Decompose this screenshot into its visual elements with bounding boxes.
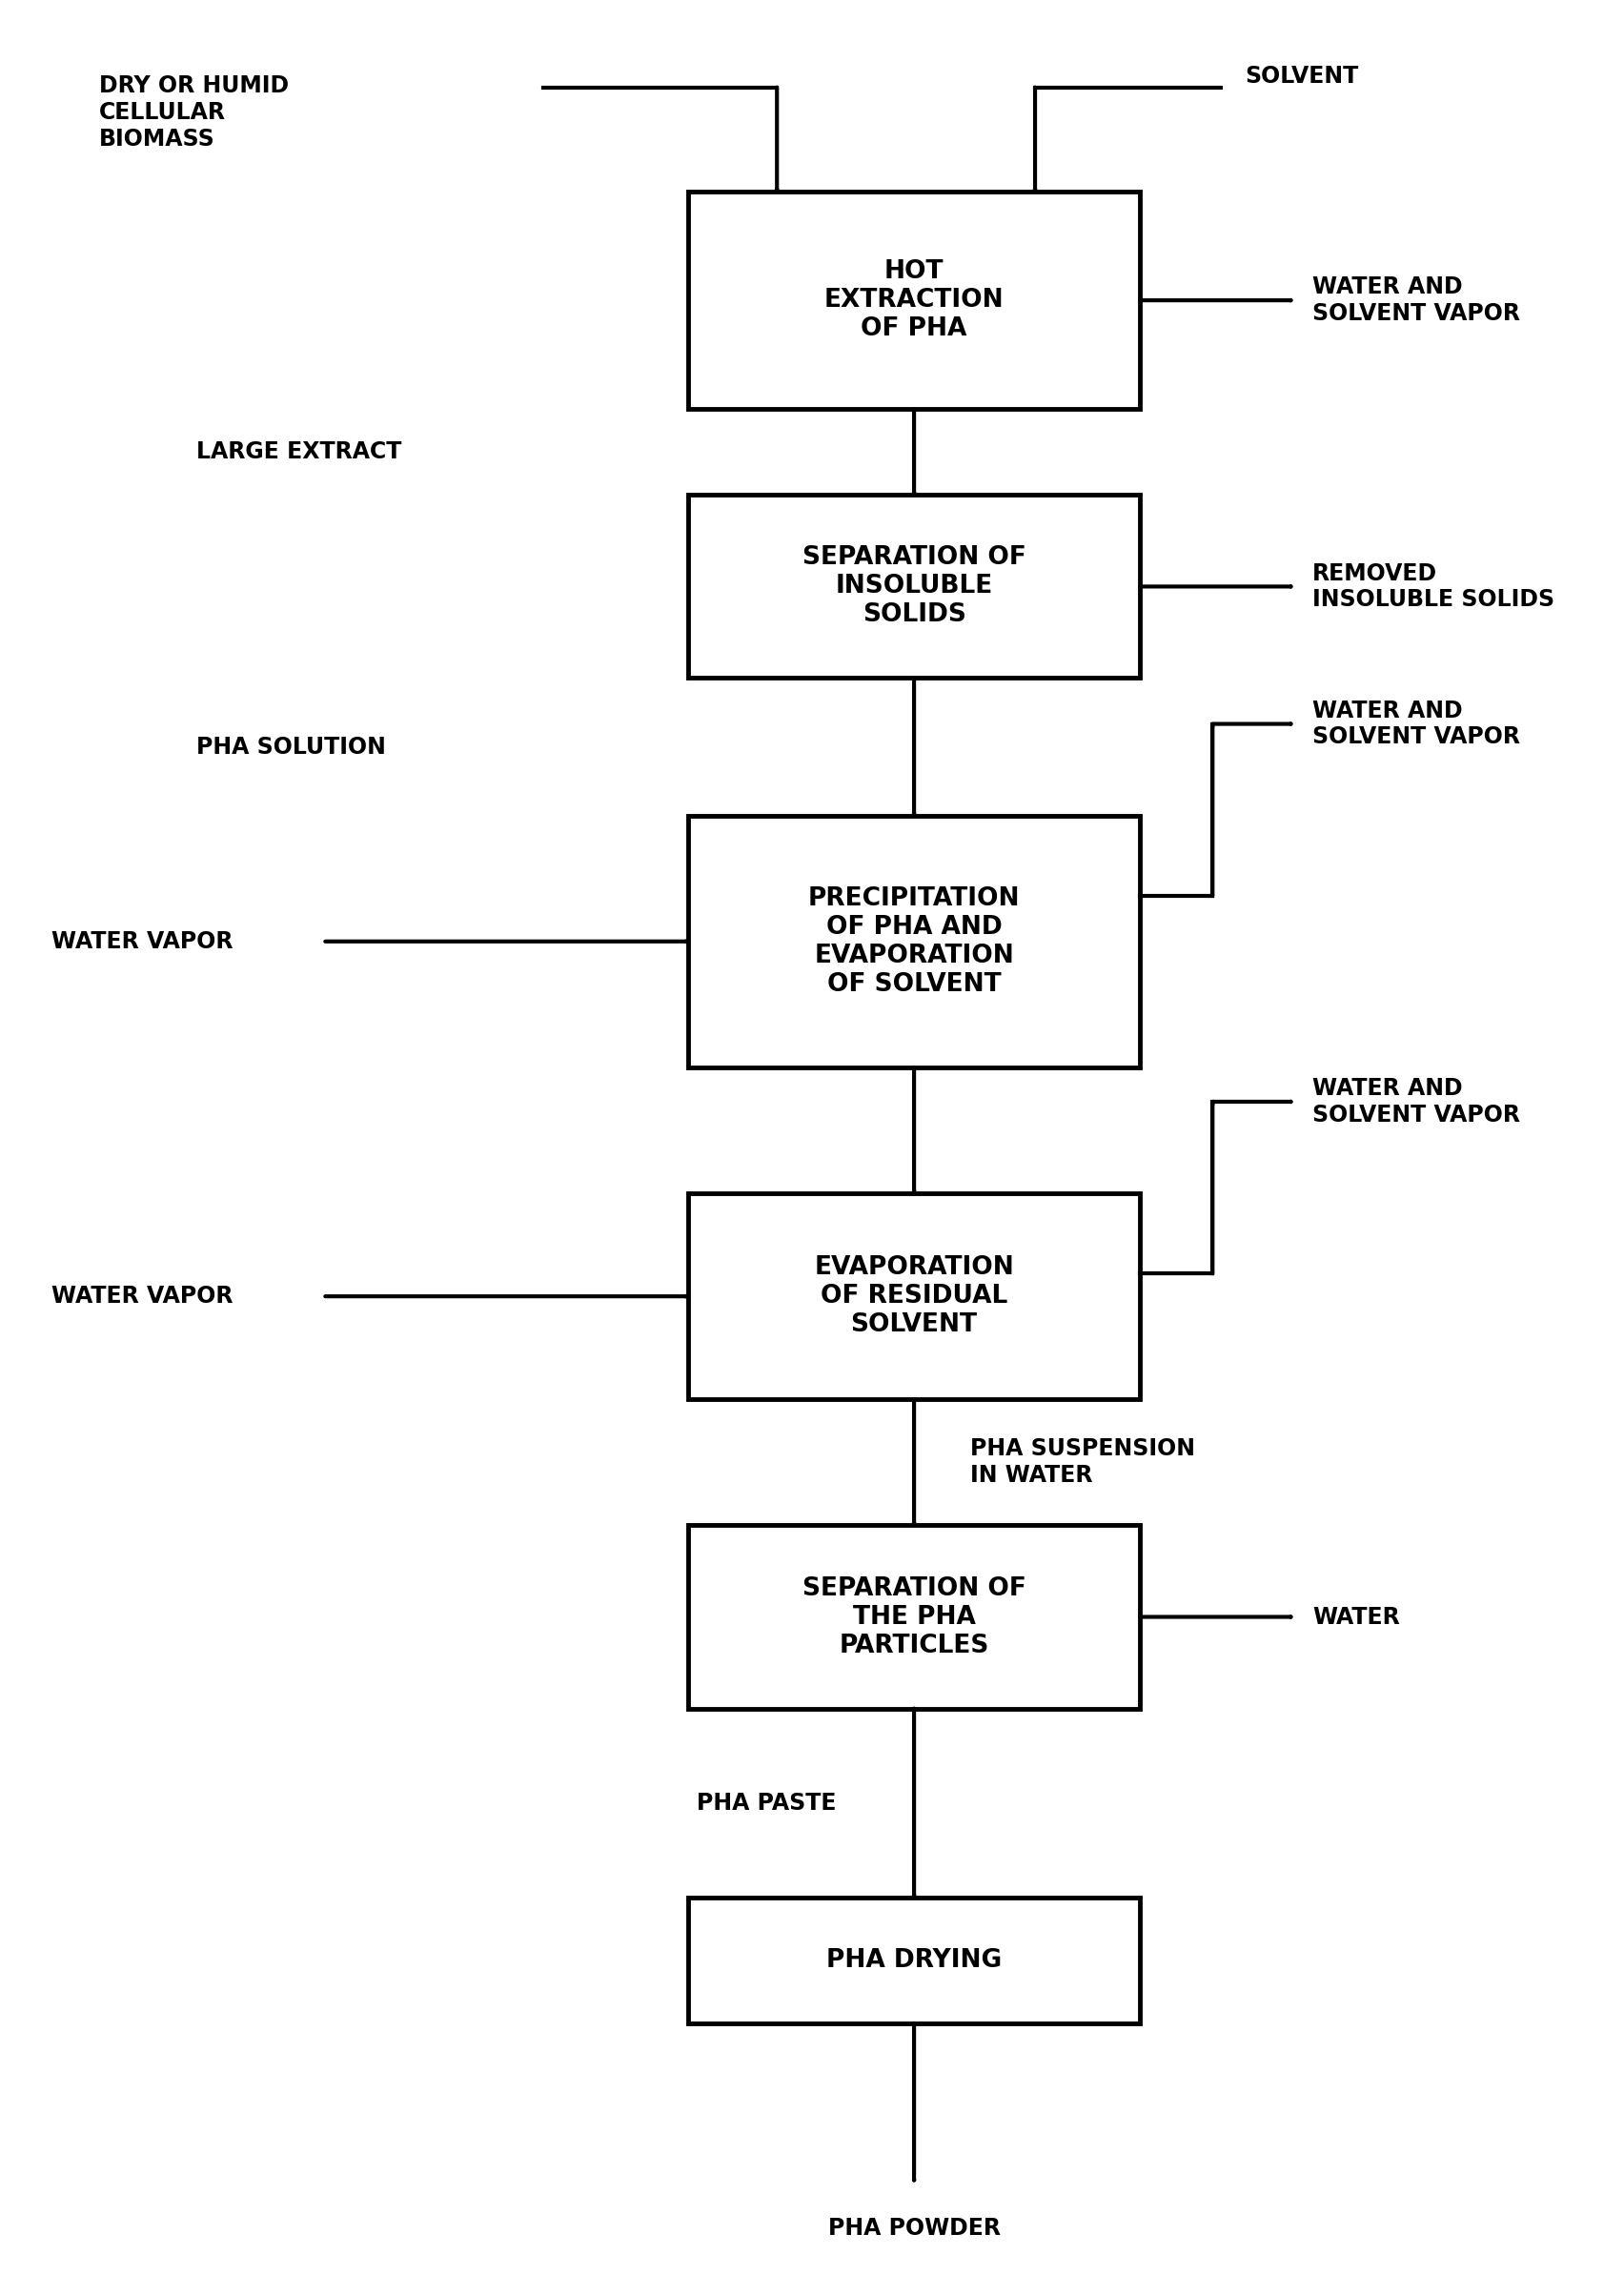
- Text: PHA DRYING: PHA DRYING: [827, 1948, 1002, 1974]
- Bar: [689, 496, 1140, 677]
- Text: SEPARATION OF
THE PHA
PARTICLES: SEPARATION OF THE PHA PARTICLES: [802, 1577, 1026, 1657]
- Bar: [689, 815, 1140, 1067]
- Text: PHA PASTE: PHA PASTE: [697, 1792, 836, 1815]
- Text: WATER VAPOR: WATER VAPOR: [50, 929, 232, 952]
- Text: SOLVENT: SOLVENT: [1244, 64, 1358, 87]
- Text: DRY OR HUMID
CELLULAR
BIOMASS: DRY OR HUMID CELLULAR BIOMASS: [99, 76, 289, 151]
- Text: WATER AND
SOLVENT VAPOR: WATER AND SOLVENT VAPOR: [1312, 275, 1520, 326]
- Text: WATER AND
SOLVENT VAPOR: WATER AND SOLVENT VAPOR: [1312, 1076, 1520, 1127]
- Text: WATER AND
SOLVENT VAPOR: WATER AND SOLVENT VAPOR: [1312, 700, 1520, 748]
- Text: SEPARATION OF
INSOLUBLE
SOLIDS: SEPARATION OF INSOLUBLE SOLIDS: [802, 546, 1026, 627]
- Text: HOT
EXTRACTION
OF PHA: HOT EXTRACTION OF PHA: [823, 259, 1004, 342]
- Bar: [689, 1193, 1140, 1400]
- Text: EVAPORATION
OF RESIDUAL
SOLVENT: EVAPORATION OF RESIDUAL SOLVENT: [814, 1255, 1013, 1338]
- Text: WATER: WATER: [1312, 1606, 1400, 1629]
- Bar: [689, 1526, 1140, 1707]
- Text: PHA SOLUTION: PHA SOLUTION: [197, 734, 387, 757]
- Text: PHA POWDER: PHA POWDER: [828, 2217, 1000, 2240]
- Bar: [689, 190, 1140, 409]
- Text: WATER VAPOR: WATER VAPOR: [50, 1285, 232, 1308]
- Bar: [689, 1898, 1140, 2024]
- Text: PRECIPITATION
OF PHA AND
EVAPORATION
OF SOLVENT: PRECIPITATION OF PHA AND EVAPORATION OF …: [809, 886, 1020, 996]
- Text: REMOVED
INSOLUBLE SOLIDS: REMOVED INSOLUBLE SOLIDS: [1312, 562, 1554, 610]
- Text: LARGE EXTRACT: LARGE EXTRACT: [197, 441, 401, 464]
- Text: PHA SUSPENSION
IN WATER: PHA SUSPENSION IN WATER: [971, 1437, 1195, 1487]
